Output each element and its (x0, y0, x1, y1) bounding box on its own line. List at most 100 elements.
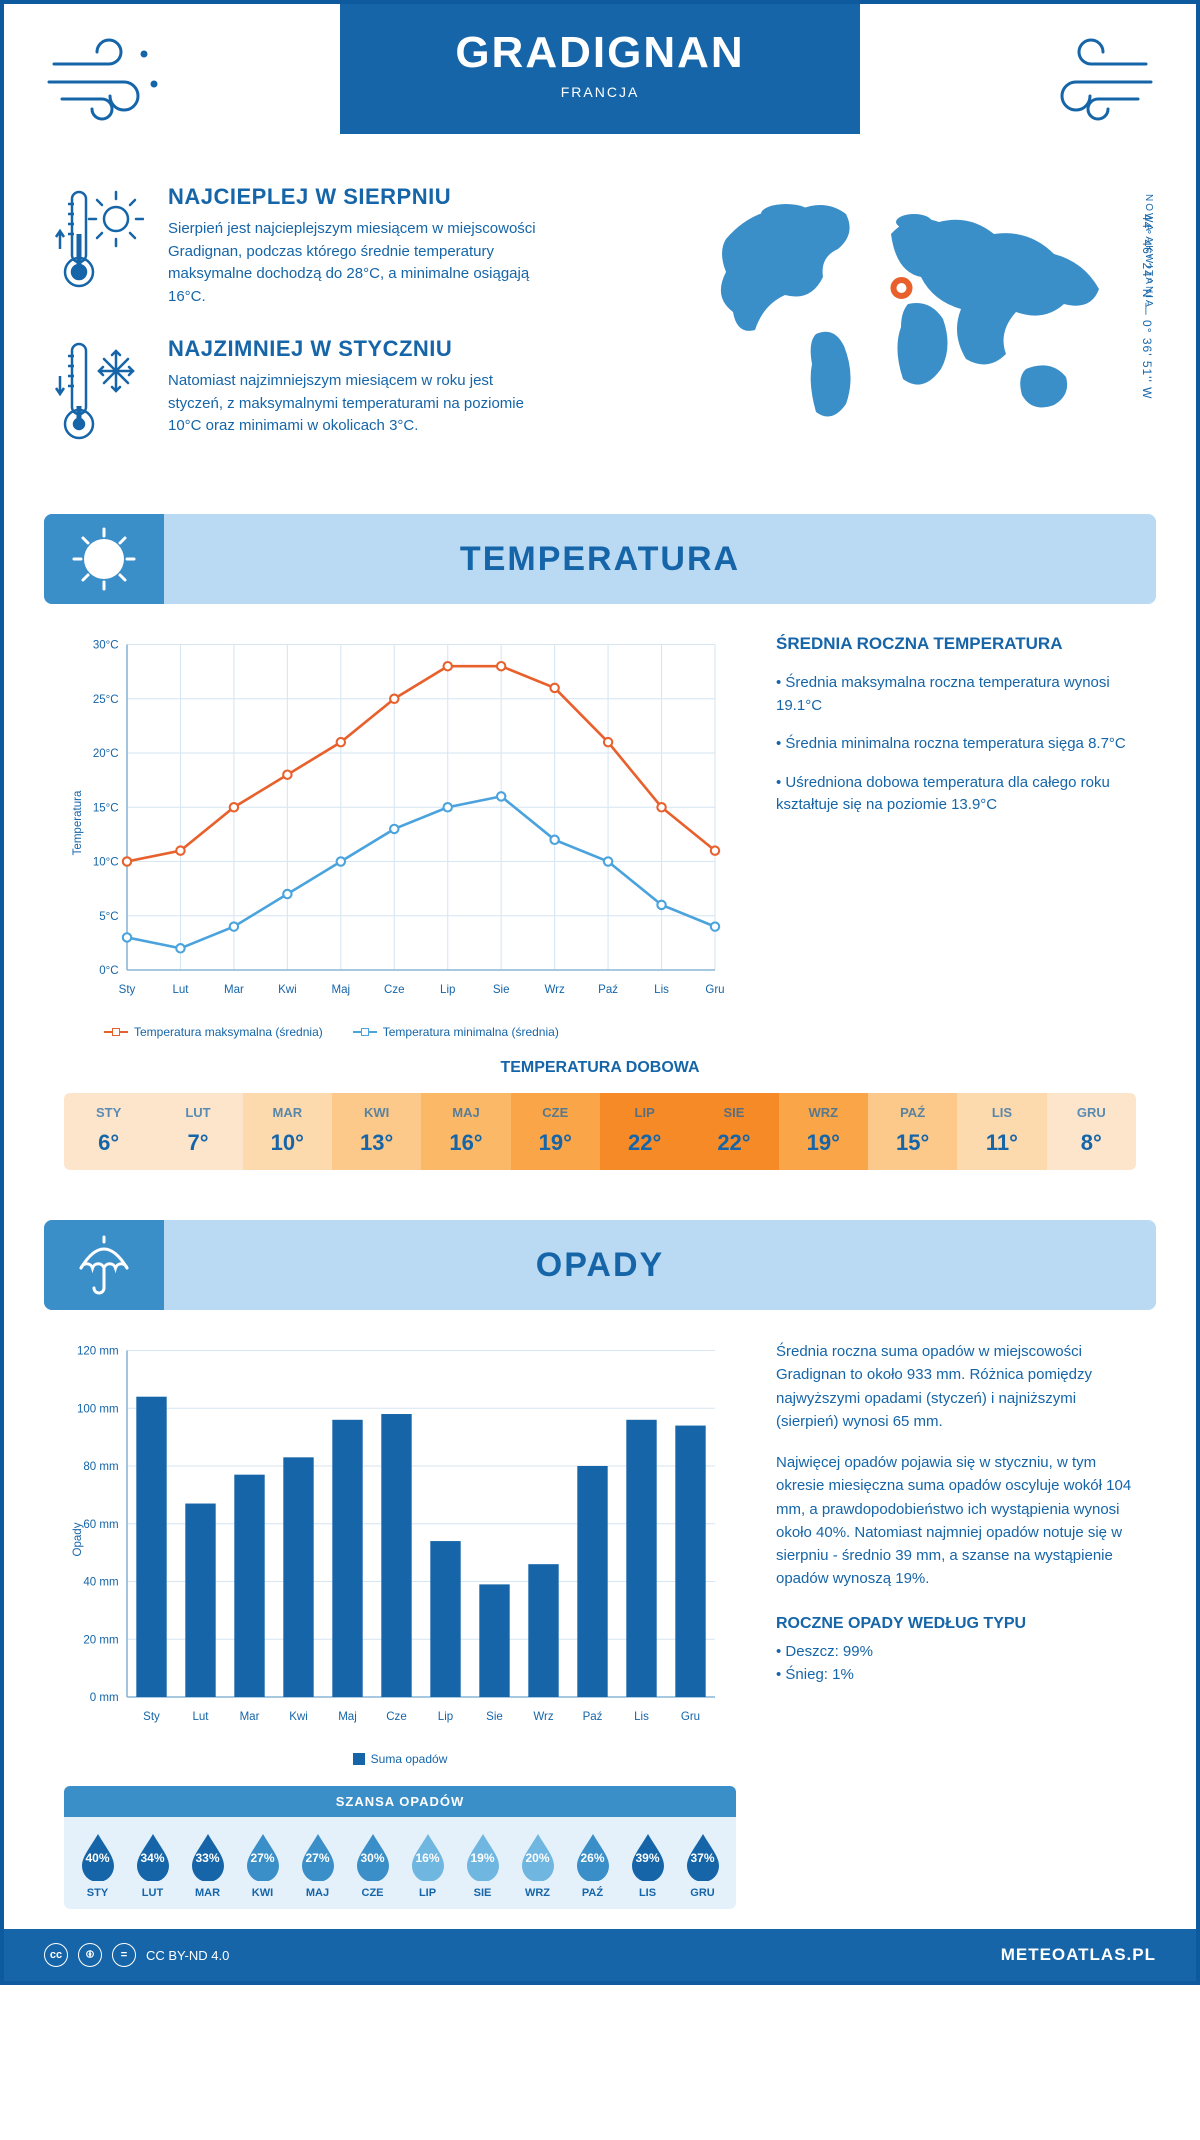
coldest-text: Natomiast najzimniejszym miesiącem w rok… (168, 370, 548, 438)
temperature-section-header: TEMPERATURA (44, 514, 1156, 604)
chance-month: PAŹ (565, 1887, 620, 1899)
chance-cell: 30%CZE (345, 1831, 400, 1899)
svg-text:Lut: Lut (192, 1711, 209, 1723)
daily-temp-cell: GRU 8° (1047, 1093, 1136, 1170)
temp-bullet: • Uśredniona dobowa temperatura dla całe… (776, 772, 1136, 817)
precipitation-content: 0 mm20 mm40 mm60 mm80 mm100 mm120 mmOpad… (4, 1340, 1196, 1929)
daily-temp-cell: KWI13° (332, 1093, 421, 1170)
daily-temp-value: 22° (689, 1130, 778, 1156)
precipitation-info: Średnia roczna suma opadów w miejscowośc… (776, 1340, 1136, 1909)
chance-cell: 27%MAJ (290, 1831, 345, 1899)
daily-temp-value: 6° (64, 1130, 153, 1156)
header: GRADIGNAN FRANCJA (4, 4, 1196, 154)
daily-temp-month: LUT (153, 1105, 242, 1120)
chance-month: SIE (455, 1887, 510, 1899)
temp-info-heading: ŚREDNIA ROCZNA TEMPERATURA (776, 634, 1136, 654)
svg-text:Gru: Gru (705, 984, 724, 996)
daily-temp-month: MAR (243, 1105, 332, 1120)
temperature-content: 0°C5°C10°C15°C20°C25°C30°CStyLutMarKwiMa… (4, 634, 1196, 1059)
daily-temp-cell: MAR10° (243, 1093, 332, 1170)
umbrella-header-icon (44, 1220, 164, 1310)
svg-text:Lip: Lip (438, 1711, 453, 1723)
svg-text:120 mm: 120 mm (77, 1346, 119, 1358)
daily-temp-cell: CZE19° (511, 1093, 600, 1170)
temp-bullet: • Średnia minimalna roczna temperatura s… (776, 733, 1136, 756)
raindrop-icon: 40% (77, 1831, 119, 1881)
site-name: METEOATLAS.PL (1001, 1945, 1156, 1965)
precip-type-heading: ROCZNE OPADY WEDŁUG TYPU (776, 1615, 1136, 1633)
svg-text:Mar: Mar (224, 984, 244, 996)
svg-text:20°C: 20°C (93, 748, 119, 760)
precip-type-bullet: • Śnieg: 1% (776, 1666, 1136, 1683)
chance-value: 37% (690, 1851, 714, 1865)
svg-text:Lis: Lis (634, 1711, 649, 1723)
daily-temp-cell: PAŹ 15° (868, 1093, 957, 1170)
svg-text:Gru: Gru (681, 1711, 700, 1723)
by-icon: 🅯 (78, 1943, 102, 1967)
raindrop-icon: 33% (187, 1831, 229, 1881)
svg-text:Wrz: Wrz (533, 1711, 554, 1723)
svg-text:Mar: Mar (240, 1711, 260, 1723)
chance-value: 19% (470, 1851, 494, 1865)
precipitation-section-header: OPADY (44, 1220, 1156, 1310)
raindrop-icon: 39% (627, 1831, 669, 1881)
legend-max-temp: Temperatura maksymalna (średnia) (104, 1025, 323, 1039)
sun-header-icon (44, 514, 164, 604)
svg-text:Sty: Sty (143, 1711, 160, 1723)
chance-value: 26% (580, 1851, 604, 1865)
temperature-info: ŚREDNIA ROCZNA TEMPERATURA • Średnia mak… (776, 634, 1136, 1039)
daily-temp-heading: TEMPERATURA DOBOWA (64, 1059, 1136, 1077)
map-panel: NOWA AKWITANIA 44° 46' 24'' N — 0° 36' 5… (686, 184, 1146, 474)
wind-icon-left (44, 34, 174, 124)
svg-text:100 mm: 100 mm (77, 1403, 119, 1415)
precip-p1: Średnia roczna suma opadów w miejscowośc… (776, 1340, 1136, 1433)
chance-month: MAR (180, 1887, 235, 1899)
chance-cell: 40%STY (70, 1831, 125, 1899)
temperature-chart: 0°C5°C10°C15°C20°C25°C30°CStyLutMarKwiMa… (64, 634, 736, 1039)
svg-text:Paź: Paź (598, 984, 618, 996)
coldest-heading: NAJZIMNIEJ W STYCZNIU (168, 336, 548, 362)
chance-value: 20% (525, 1851, 549, 1865)
svg-text:Paź: Paź (583, 1711, 603, 1723)
chance-cell: 16% LIP (400, 1831, 455, 1899)
daily-temp-month: LIP (600, 1105, 689, 1120)
svg-text:80 mm: 80 mm (83, 1461, 118, 1473)
precip-legend: Suma opadów (64, 1752, 736, 1766)
daily-temp-month: LIS (957, 1105, 1046, 1120)
svg-text:0°C: 0°C (99, 965, 118, 977)
daily-temp-month: PAŹ (868, 1105, 957, 1120)
raindrop-icon: 19% (462, 1831, 504, 1881)
svg-text:30°C: 30°C (93, 640, 119, 652)
svg-text:Cze: Cze (384, 984, 405, 996)
raindrop-icon: 20% (517, 1831, 559, 1881)
thermometer-sun-icon (54, 184, 144, 294)
svg-text:Wrz: Wrz (544, 984, 565, 996)
svg-text:Maj: Maj (338, 1711, 357, 1723)
chance-cell: 26% PAŹ (565, 1831, 620, 1899)
daily-temp-value: 22° (600, 1130, 689, 1156)
chance-cell: 37% GRU (675, 1831, 730, 1899)
daily-temp-month: MAJ (421, 1105, 510, 1120)
svg-text:Lis: Lis (654, 984, 669, 996)
legend-min-temp: Temperatura minimalna (średnia) (353, 1025, 559, 1039)
daily-temp-month: GRU (1047, 1105, 1136, 1120)
country-subtitle: FRANCJA (340, 84, 860, 100)
chance-month: GRU (675, 1887, 730, 1899)
chance-cell: 19% SIE (455, 1831, 510, 1899)
raindrop-icon: 16% (407, 1831, 449, 1881)
svg-text:Cze: Cze (386, 1711, 407, 1723)
daily-temp-month: WRZ (779, 1105, 868, 1120)
chance-month: LIP (400, 1887, 455, 1899)
chance-cell: 33% MAR (180, 1831, 235, 1899)
svg-text:10°C: 10°C (93, 857, 119, 869)
chance-value: 33% (195, 1851, 219, 1865)
daily-temp-value: 8° (1047, 1130, 1136, 1156)
daily-temp-value: 7° (153, 1130, 242, 1156)
daily-temp-cell: LIS11° (957, 1093, 1046, 1170)
daily-temp-cell: LUT 7° (153, 1093, 242, 1170)
chance-value: 30% (360, 1851, 384, 1865)
chance-value: 27% (305, 1851, 329, 1865)
daily-temp-value: 15° (868, 1130, 957, 1156)
chance-value: 16% (415, 1851, 439, 1865)
raindrop-icon: 26% (572, 1831, 614, 1881)
